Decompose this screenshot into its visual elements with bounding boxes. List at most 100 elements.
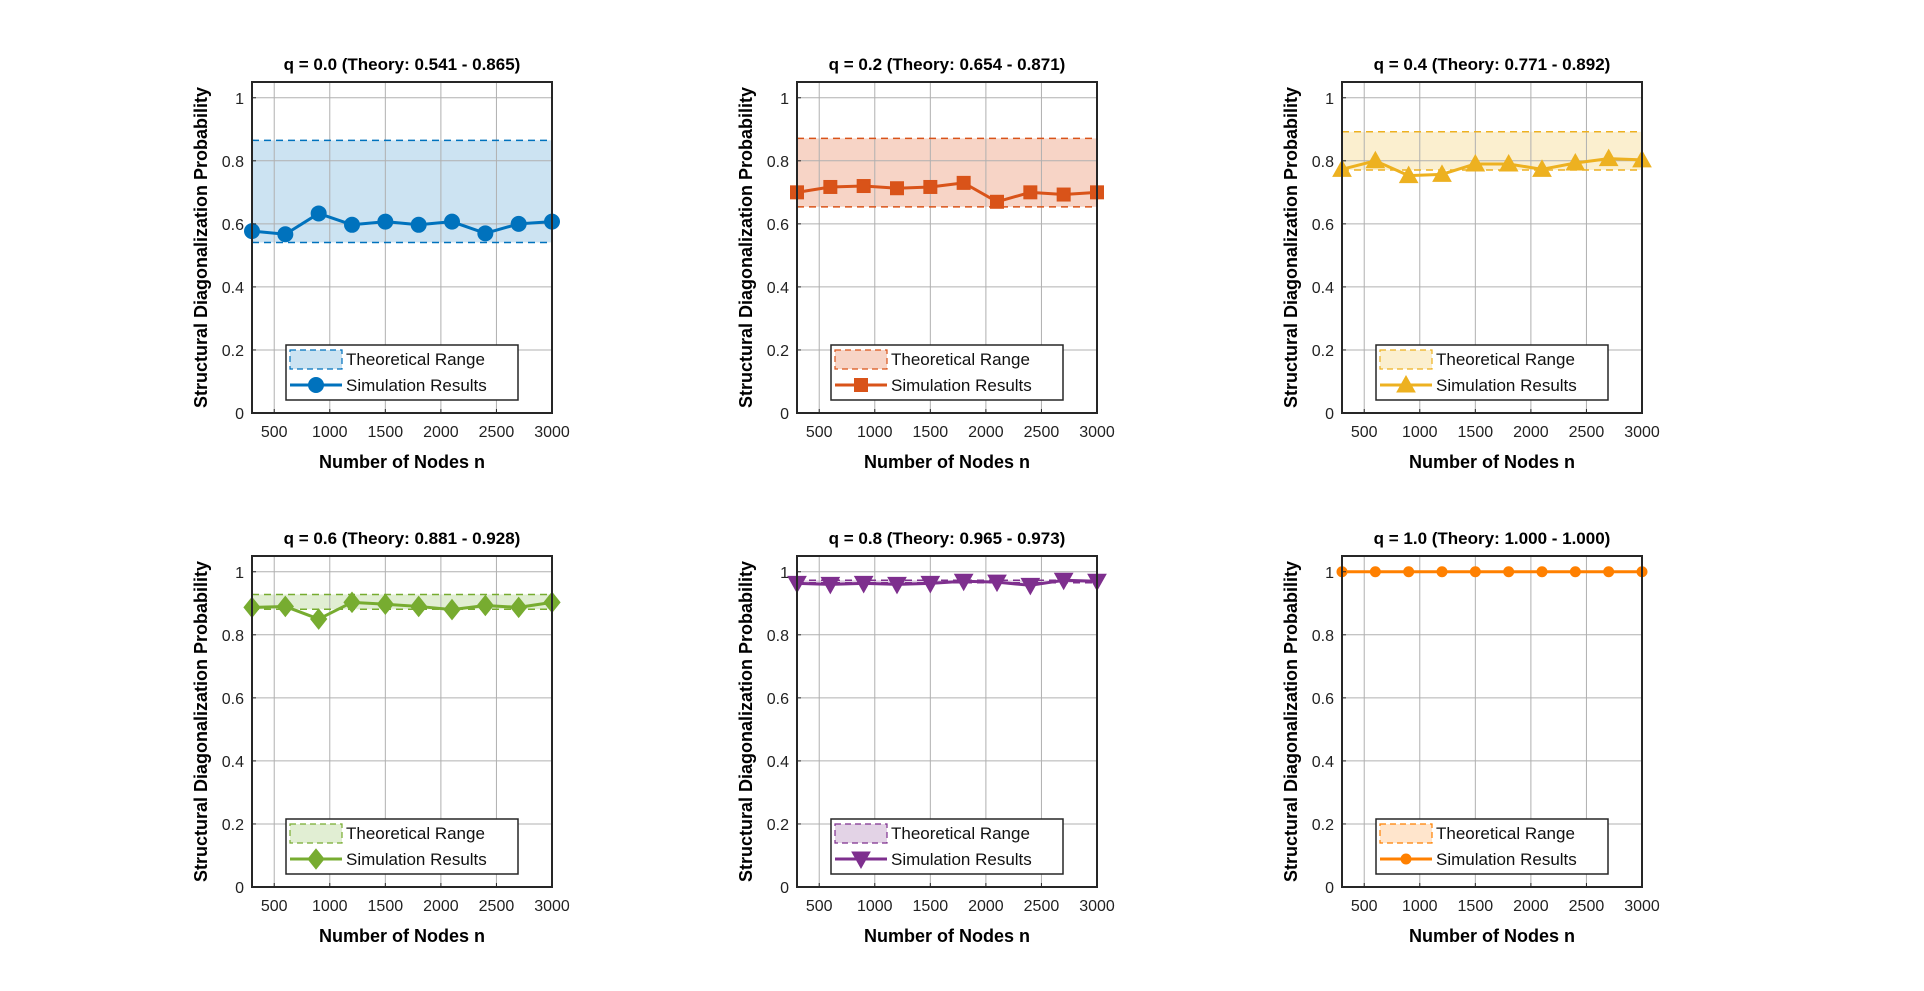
legend-label-band: Theoretical Range (891, 824, 1030, 843)
subplot-bottom-left: 500 1000 1500 2000 2500 3000 0 0.2 0.4 0.6 0.8 1 q =… (191, 529, 570, 946)
y-tick-label: 0.6 (767, 691, 789, 708)
axes-box (796, 555, 1098, 888)
y-tick-label: 0 (1325, 406, 1334, 423)
y-tick-label: 0.4 (222, 280, 244, 297)
series-line (796, 181, 1098, 204)
x-axis-label: Number of Nodes n (1409, 452, 1575, 472)
legend: Theoretical Range Simulation Results (830, 344, 1064, 401)
y-tick-label: 1 (1325, 565, 1334, 582)
y-tick-label: 0.2 (767, 343, 789, 360)
data-point (1365, 150, 1386, 169)
data-point (376, 593, 394, 616)
data-point (476, 594, 494, 617)
data-point (343, 591, 361, 614)
data-point (956, 175, 971, 190)
theoretical-range-band (797, 138, 1097, 207)
x-tick-label: 1000 (312, 424, 348, 441)
y-tick-label: 0.8 (767, 628, 789, 645)
legend: Theoretical Range Simulation Results (1375, 818, 1609, 875)
data-point (923, 179, 938, 194)
data-point (1023, 185, 1038, 200)
x-tick-label: 1000 (1402, 898, 1438, 915)
subplot-title: q = 0.2 (Theory: 0.654 - 0.871) (829, 55, 1066, 74)
y-axis-label: Structural Diagonalization Probability (191, 87, 211, 408)
legend-series-marker (307, 848, 325, 870)
legend-band-swatch (1379, 823, 1433, 844)
x-tick-label: 500 (261, 424, 288, 441)
data-point (310, 205, 327, 222)
x-tick-label: 1000 (857, 898, 893, 915)
data-point (953, 573, 974, 592)
y-axis-label: Structural Diagonalization Probability (1281, 87, 1301, 408)
x-tick-label: 1500 (1458, 898, 1494, 915)
y-tick-label: 0.4 (767, 754, 789, 771)
axes-box (251, 81, 553, 414)
y-tick-label: 0.6 (767, 217, 789, 234)
data-point (276, 595, 294, 618)
data-point (310, 608, 328, 630)
x-axis-label: Number of Nodes n (1409, 926, 1575, 946)
data-point (820, 576, 841, 595)
x-tick-label: 1500 (913, 898, 949, 915)
data-point (510, 215, 527, 232)
data-point (1465, 153, 1486, 172)
legend-band-swatch (834, 823, 888, 844)
y-tick-label: 0 (780, 406, 789, 423)
data-point (887, 576, 907, 595)
x-tick-label: 2000 (423, 424, 459, 441)
x-tick-label: 500 (261, 898, 288, 915)
legend-series-marker (308, 377, 324, 393)
subplot-title: q = 0.8 (Theory: 0.965 - 0.973) (829, 529, 1066, 548)
data-point (1053, 572, 1074, 591)
y-tick-label: 0 (1325, 880, 1334, 897)
data-point (1569, 566, 1581, 578)
x-tick-label: 1000 (1402, 424, 1438, 441)
legend-label-band: Theoretical Range (1436, 824, 1575, 843)
x-tick-label: 2500 (1024, 424, 1060, 441)
x-tick-label: 3000 (1079, 424, 1115, 441)
y-tick-label: 0.8 (1312, 628, 1334, 645)
series-line (251, 211, 553, 236)
data-point (1532, 159, 1552, 177)
x-tick-label: 500 (806, 898, 833, 915)
y-tick-label: 0.4 (222, 754, 244, 771)
y-tick-label: 0.2 (767, 817, 789, 834)
y-tick-label: 0.6 (1312, 217, 1334, 234)
data-point (823, 179, 838, 194)
y-tick-label: 0 (780, 880, 789, 897)
data-point (444, 213, 460, 230)
data-point (890, 181, 904, 196)
y-tick-label: 1 (1325, 91, 1334, 108)
series-line (251, 600, 553, 621)
x-tick-label: 2000 (1513, 424, 1549, 441)
y-tick-label: 0.4 (1312, 280, 1334, 297)
subplot-title: q = 0.6 (Theory: 0.881 - 0.928) (284, 529, 521, 548)
data-point (1403, 566, 1415, 578)
y-tick-label: 1 (235, 91, 244, 108)
axes-box (1341, 555, 1643, 888)
y-tick-label: 1 (235, 565, 244, 582)
subplot-top-left: 500 1000 1500 2000 2500 3000 0 0.2 0.4 0.6 0.8 1 q =… (191, 55, 570, 472)
data-point (990, 194, 1004, 209)
legend-label-band: Theoretical Range (346, 824, 485, 843)
subplot-top-right: 500 1000 1500 2000 2500 3000 0 0.2 0.4 0.6 0.8 1 q =… (1281, 55, 1660, 472)
data-point (510, 596, 528, 619)
data-point (277, 226, 294, 243)
legend-series-marker (854, 378, 868, 392)
x-tick-label: 500 (1351, 898, 1378, 915)
axes-box (251, 555, 553, 888)
data-point (344, 216, 360, 233)
x-axis-label: Number of Nodes n (864, 452, 1030, 472)
x-tick-label: 1500 (913, 424, 949, 441)
legend-label-series: Simulation Results (1436, 850, 1577, 869)
legend-label-series: Simulation Results (346, 376, 487, 395)
data-point (1565, 152, 1586, 171)
x-tick-label: 3000 (1624, 898, 1660, 915)
legend-series-marker (851, 851, 871, 870)
data-point (477, 225, 494, 242)
data-point (1432, 164, 1452, 182)
y-tick-label: 0 (235, 406, 244, 423)
x-tick-label: 3000 (534, 424, 570, 441)
y-tick-label: 0.4 (767, 280, 789, 297)
y-tick-label: 0.8 (222, 154, 244, 171)
